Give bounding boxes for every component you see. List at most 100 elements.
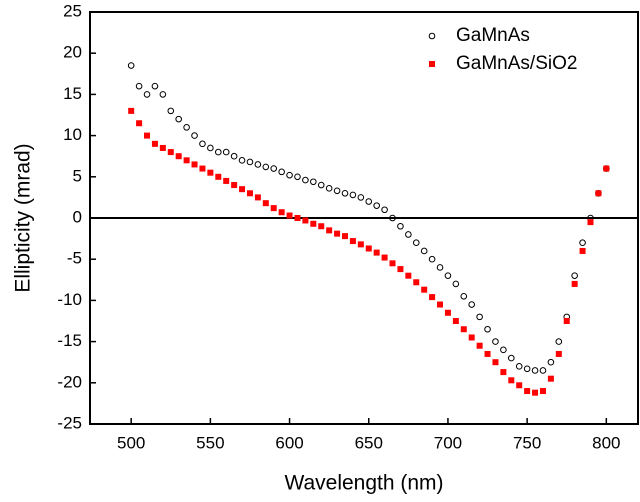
point: [579, 247, 586, 254]
point: [175, 115, 182, 123]
point: [429, 294, 436, 301]
point: [516, 382, 523, 389]
point: [365, 245, 372, 252]
point: [532, 389, 539, 396]
x-tick-label: 650: [355, 433, 383, 452]
legend-text: GaMnAs/SiO2: [456, 53, 577, 74]
x-tick-label: 500: [117, 433, 145, 452]
legend-text: GaMnAs: [456, 25, 530, 46]
y-tick-label: 25: [63, 1, 82, 20]
point: [159, 91, 167, 98]
point: [500, 346, 507, 354]
point: [317, 181, 325, 189]
point: [460, 326, 467, 333]
point: [215, 173, 222, 180]
point: [183, 124, 190, 131]
point: [270, 165, 278, 172]
point: [413, 279, 420, 286]
point: [437, 301, 444, 308]
point: [515, 363, 523, 370]
point: [278, 168, 285, 176]
point: [151, 82, 159, 90]
point: [555, 338, 563, 345]
point: [547, 358, 555, 366]
point: [310, 178, 317, 186]
point: [333, 187, 341, 195]
x-axis-title: Wavelength (nm): [284, 472, 443, 495]
point: [207, 169, 214, 176]
x-tick-label: 700: [434, 433, 462, 452]
x-tick-label: 550: [196, 433, 224, 452]
point: [563, 318, 570, 324]
point: [579, 239, 586, 247]
point: [144, 132, 151, 139]
point: [397, 266, 404, 273]
point: [326, 227, 333, 234]
point: [373, 202, 380, 209]
point: [508, 377, 515, 384]
y-tick-label: 10: [63, 125, 82, 144]
point: [207, 144, 214, 152]
point: [222, 148, 230, 156]
point: [167, 149, 174, 156]
point: [341, 189, 349, 197]
plot-frame: [89, 11, 639, 425]
point: [484, 350, 491, 357]
x-tick-label: 800: [592, 433, 620, 452]
y-tick-label: -10: [57, 290, 82, 309]
point: [444, 272, 452, 279]
point: [302, 217, 309, 224]
point: [444, 309, 451, 316]
point: [349, 238, 356, 245]
x-tick-label: 600: [275, 433, 303, 452]
y-tick-label: 20: [63, 43, 82, 62]
point: [587, 219, 594, 226]
point: [389, 214, 396, 222]
point: [468, 301, 475, 308]
point: [334, 230, 341, 237]
point: [167, 107, 175, 115]
point: [531, 367, 539, 374]
point: [523, 365, 531, 373]
point: [476, 342, 483, 349]
point: [230, 152, 238, 160]
point: [373, 249, 380, 256]
point: [246, 158, 254, 166]
point: [436, 264, 444, 271]
point: [412, 239, 420, 247]
point: [159, 144, 166, 151]
point: [294, 173, 301, 181]
point: [381, 254, 388, 261]
point: [302, 176, 309, 184]
y-tick-label: 0: [73, 207, 82, 226]
point: [389, 260, 396, 267]
point: [128, 107, 135, 114]
point: [507, 354, 515, 362]
point: [191, 161, 198, 168]
point: [500, 369, 507, 376]
point: [341, 233, 348, 240]
point: [199, 165, 206, 172]
point: [325, 185, 333, 192]
point: [405, 272, 412, 279]
point: [460, 292, 468, 300]
point: [571, 272, 578, 279]
point: [381, 206, 388, 214]
point: [136, 120, 143, 127]
point: [318, 223, 325, 230]
point: [468, 334, 475, 341]
point: [239, 186, 246, 193]
point: [199, 140, 206, 148]
legend-marker: [429, 61, 435, 67]
point: [603, 165, 610, 172]
point: [183, 157, 190, 164]
point: [524, 388, 531, 395]
y-tick-label: -5: [67, 249, 82, 268]
y-axis-title: Ellipticity (mrad): [12, 143, 35, 292]
point: [357, 241, 364, 248]
point: [135, 82, 143, 90]
point: [262, 200, 269, 207]
point: [191, 132, 198, 139]
point: [595, 190, 602, 197]
